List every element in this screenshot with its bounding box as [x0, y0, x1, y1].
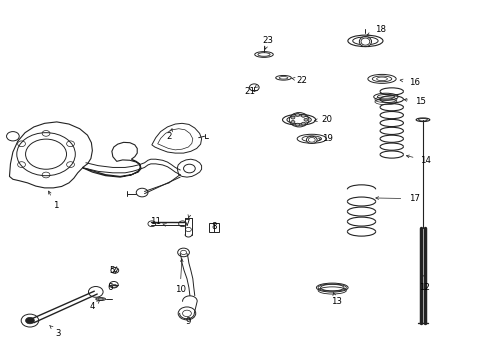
Text: 10: 10 [174, 285, 185, 294]
Text: 5: 5 [109, 266, 114, 275]
Circle shape [301, 114, 305, 117]
Text: 18: 18 [374, 25, 385, 34]
Ellipse shape [254, 51, 273, 57]
Ellipse shape [297, 134, 326, 143]
Text: 4: 4 [89, 302, 95, 311]
Text: 12: 12 [419, 283, 429, 292]
Ellipse shape [347, 35, 382, 46]
Circle shape [304, 118, 307, 121]
Circle shape [295, 113, 299, 116]
Ellipse shape [373, 93, 397, 100]
Ellipse shape [359, 37, 371, 46]
Ellipse shape [415, 118, 429, 122]
Text: 11: 11 [150, 217, 161, 226]
Text: 17: 17 [408, 194, 419, 203]
Circle shape [295, 123, 299, 126]
Ellipse shape [306, 136, 317, 143]
Ellipse shape [367, 75, 395, 84]
Text: 3: 3 [55, 329, 61, 338]
Text: 23: 23 [262, 36, 273, 45]
Ellipse shape [282, 114, 315, 125]
Text: 14: 14 [420, 156, 430, 165]
Text: 6: 6 [107, 283, 113, 292]
Text: 19: 19 [321, 134, 332, 143]
Text: 20: 20 [320, 115, 331, 124]
Text: 1: 1 [52, 201, 58, 210]
Text: 21: 21 [244, 86, 254, 95]
Circle shape [290, 116, 294, 119]
Text: 15: 15 [415, 96, 426, 105]
Text: 8: 8 [211, 222, 217, 231]
Circle shape [301, 122, 305, 125]
Text: 7: 7 [184, 219, 189, 228]
Text: 16: 16 [408, 78, 419, 87]
Text: 22: 22 [296, 76, 307, 85]
Bar [209, 223, 219, 232]
Circle shape [290, 121, 294, 123]
Text: 13: 13 [330, 297, 341, 306]
Circle shape [25, 318, 34, 324]
Ellipse shape [316, 283, 347, 292]
Text: 9: 9 [185, 317, 191, 326]
Text: 2: 2 [166, 132, 171, 141]
